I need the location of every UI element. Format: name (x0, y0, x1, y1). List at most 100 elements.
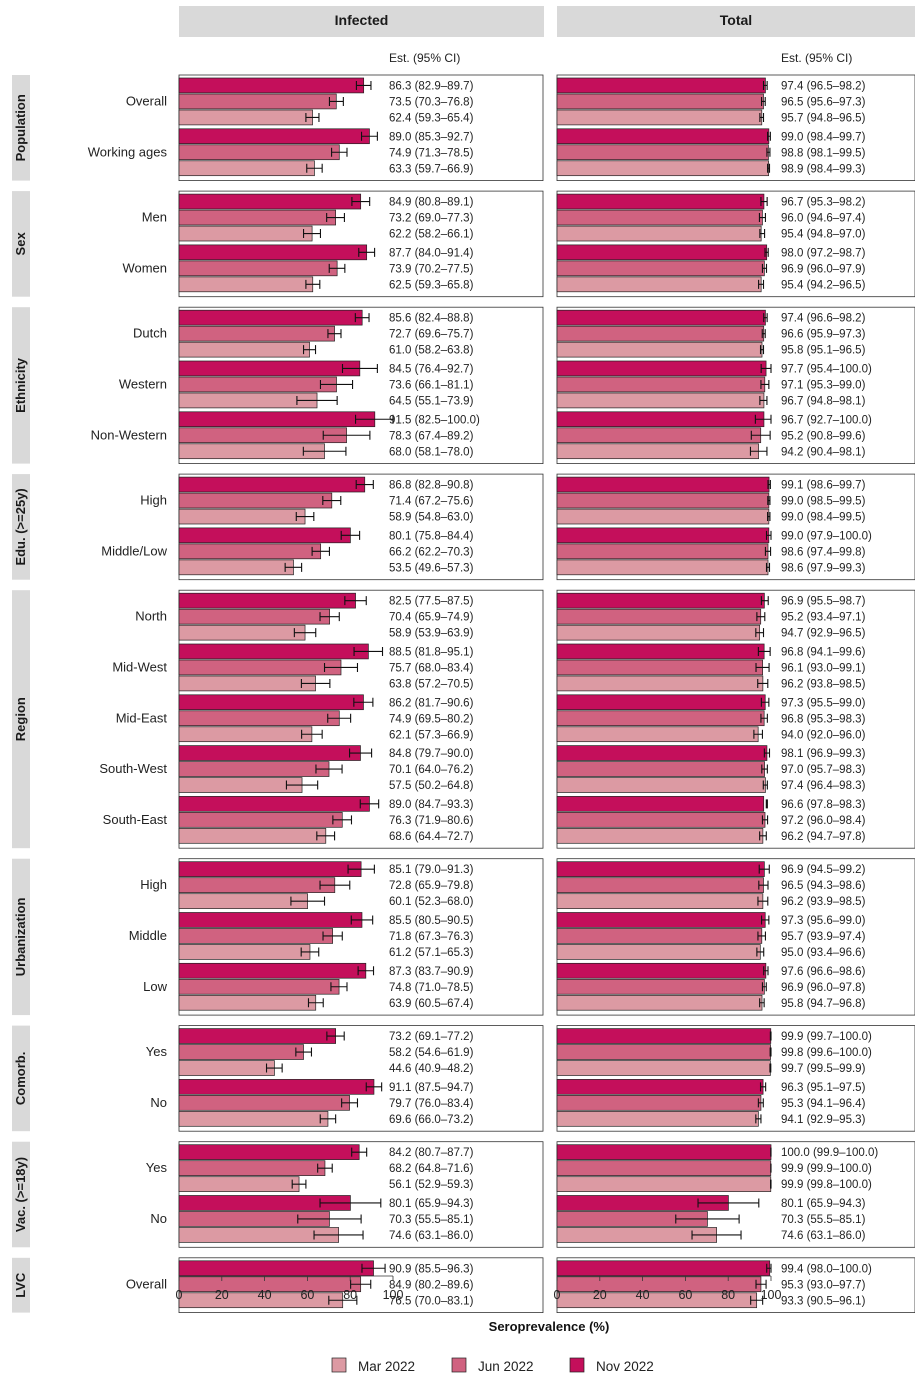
error-bar (307, 998, 324, 1008)
bar-mar-2022 (556, 508, 770, 525)
group-strip (12, 858, 30, 1016)
category-label: High (140, 877, 167, 892)
estimate-label: 95.8 (95.1–96.5) (781, 345, 866, 357)
bar-mar-2022 (556, 777, 766, 793)
category-label: No (150, 1095, 167, 1110)
estimate-label: 62.4 (59.3–65.4) (389, 112, 474, 124)
error-bar (350, 915, 374, 925)
estimate-label: 58.9 (54.8–63.0) (389, 512, 474, 524)
x-tick-label: 100 (383, 1288, 404, 1302)
error-bar (317, 1163, 333, 1173)
estimate-label: 80.1 (65.9–94.3) (781, 1198, 866, 1210)
error-bar (755, 662, 770, 672)
bar-jun-2022 (178, 492, 333, 509)
bar-mar-2022 (178, 276, 314, 293)
error-bar (765, 562, 771, 572)
estimate-label: 99.8 (99.6–100.0) (781, 1047, 872, 1059)
bar-jun-2022 (556, 710, 765, 727)
error-bar (360, 131, 378, 141)
bar-nov-2022 (178, 360, 361, 377)
estimate-label: 95.4 (94.2–96.5) (781, 279, 866, 291)
estimate-label: 58.9 (53.9–63.9) (389, 628, 474, 640)
estimate-label: 86.8 (82.8–90.8) (389, 480, 474, 492)
error-bar (353, 646, 384, 656)
error-bar (293, 628, 317, 638)
error-bar (675, 1214, 740, 1224)
panel-strip-total (557, 6, 915, 37)
estimate-label: 84.8 (79.7–90.0) (389, 748, 474, 760)
bar-jun-2022 (178, 376, 337, 393)
error-bar (265, 1063, 283, 1073)
legend-swatch (331, 1357, 347, 1373)
estimate-label: 96.2 (94.7–97.8) (781, 831, 866, 843)
error-bar (301, 729, 323, 739)
bar-nov-2022 (556, 592, 765, 609)
bar-mar-2022 (178, 109, 313, 126)
bar-nov-2022 (556, 77, 766, 94)
error-bar (760, 363, 772, 373)
error-bar (327, 329, 342, 339)
estimate-label: 73.2 (69.0–77.3) (389, 213, 474, 225)
category-label: Non-Western (91, 427, 167, 442)
estimate-label: 96.9 (96.0–97.8) (781, 982, 866, 994)
error-bar (759, 112, 765, 122)
error-bar (323, 662, 359, 672)
estimate-label: 70.4 (65.9–74.9) (389, 612, 474, 624)
bar-mar-2022 (556, 109, 763, 126)
bar-jun-2022 (178, 608, 331, 625)
error-bar (353, 697, 374, 707)
error-bar (328, 263, 346, 273)
estimate-label: 95.2 (90.8–99.6) (781, 430, 866, 442)
category-label: Overall (126, 93, 167, 108)
bar-nov-2022 (556, 128, 770, 145)
panel-strip-infected (179, 6, 544, 37)
bar-nov-2022 (556, 643, 765, 660)
estimate-label: 74.9 (71.3–78.5) (389, 147, 474, 159)
estimate-label: 72.7 (69.6–75.7) (389, 329, 474, 341)
error-bar (761, 982, 767, 992)
bar-nov-2022 (178, 1260, 374, 1277)
error-bar (759, 395, 768, 405)
error-bar (697, 1198, 760, 1208)
group-strip (12, 1025, 30, 1132)
bar-nov-2022 (556, 309, 766, 326)
estimate-label: 96.6 (95.9–97.3) (781, 329, 866, 341)
estimate-label: 97.1 (95.3–99.0) (781, 379, 866, 391)
estimate-label: 58.2 (54.6–61.9) (389, 1047, 474, 1059)
bar-jun-2022 (178, 659, 342, 676)
category-label: High (140, 493, 167, 508)
error-bar (290, 896, 326, 906)
error-bar (326, 1031, 345, 1041)
error-bar (750, 430, 771, 440)
estimate-label: 96.2 (93.9–98.5) (781, 896, 866, 908)
group-strip (12, 1141, 30, 1248)
error-bar (759, 831, 767, 841)
estimate-label: 73.9 (70.2–77.5) (389, 263, 474, 275)
category-label: Low (143, 979, 167, 994)
error-bar (762, 80, 768, 90)
bar-nov-2022 (178, 527, 351, 544)
bar-mar-2022 (556, 225, 762, 242)
bar-jun-2022 (556, 325, 765, 342)
estimate-label: 94.1 (92.9–95.3) (781, 1114, 866, 1126)
estimate-label: 98.1 (96.9–99.3) (781, 748, 866, 760)
panel-frame (556, 74, 915, 181)
estimate-label: 99.1 (98.6–99.7) (781, 480, 866, 492)
estimate-label: 99.7 (99.5–99.9) (781, 1063, 866, 1075)
error-bar (758, 880, 769, 890)
estimate-label: 90.9 (85.5–96.3) (389, 1263, 474, 1275)
bar-jun-2022 (556, 543, 769, 560)
category-label: Women (122, 260, 167, 275)
error-bar (750, 1295, 764, 1305)
bar-jun-2022 (556, 877, 764, 893)
bar-nov-2022 (178, 244, 368, 261)
category-label: Yes (146, 1044, 168, 1059)
bar-mar-2022 (178, 160, 315, 177)
estimate-label: 94.7 (92.9–96.5) (781, 628, 866, 640)
estimate-label: 100.0 (99.9–100.0) (781, 1147, 878, 1159)
error-bar (351, 1147, 368, 1157)
bar-nov-2022 (556, 861, 765, 877)
error-bar (764, 546, 772, 556)
estimate-label: 98.9 (98.4–99.3) (781, 163, 866, 175)
estimate-label: 85.6 (82.4–88.8) (389, 313, 474, 325)
